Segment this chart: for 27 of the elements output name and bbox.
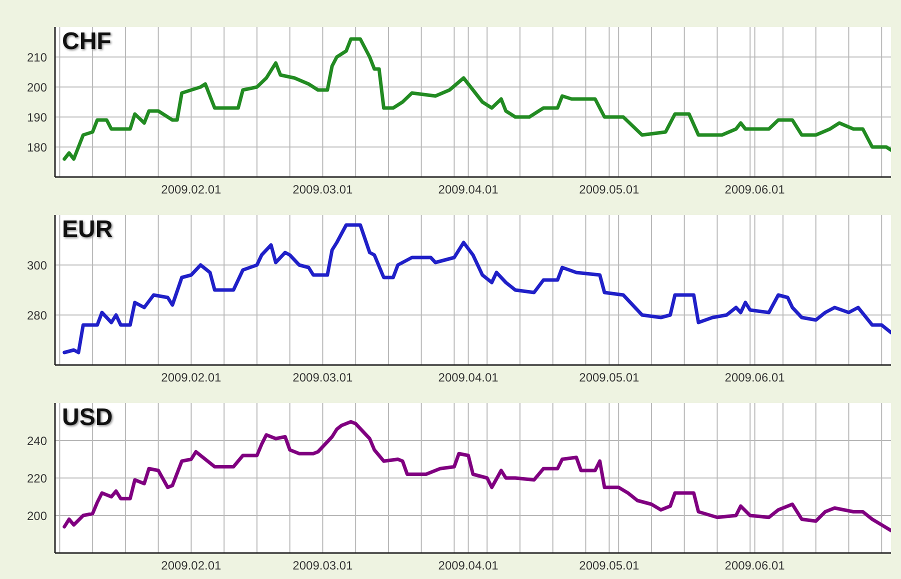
x-tick-label: 2009.02.01 [161,182,222,197]
x-tick-label: 2009.06.01 [724,370,786,385]
y-tick-label: 180 [26,140,48,154]
chart-title: EUR [62,216,113,244]
y-tick-label: 200 [26,508,48,523]
y-tick-label: 240 [26,434,48,448]
x-tick-label: 2009.06.01 [724,182,786,197]
x-tick-label: 2009.04.01 [438,182,499,197]
x-tick-label: 2009.02.01 [161,370,222,385]
x-tick-label: 2009.05.01 [579,558,640,573]
y-tick-label: 190 [26,110,48,124]
chart-title: USD [62,404,113,432]
x-tick-label: 2009.03.01 [292,182,354,197]
x-tick-label: 2009.03.01 [292,370,354,385]
x-tick-label: 2009.04.01 [438,558,499,573]
y-tick-label: 280 [26,308,48,322]
x-tick-label: 2009.06.01 [724,558,786,573]
y-tick-label: 200 [26,80,48,94]
x-tick-label: 2009.04.01 [438,370,499,385]
x-tick-label: 2009.05.01 [579,370,640,385]
x-tick-label: 2009.03.01 [292,558,354,573]
x-tick-label: 2009.02.01 [161,558,222,573]
y-tick-label: 210 [26,50,48,64]
chart-title: CHF [62,28,112,56]
y-tick-label: 300 [26,258,48,272]
y-tick-label: 220 [26,471,48,486]
x-tick-label: 2009.05.01 [579,182,640,197]
